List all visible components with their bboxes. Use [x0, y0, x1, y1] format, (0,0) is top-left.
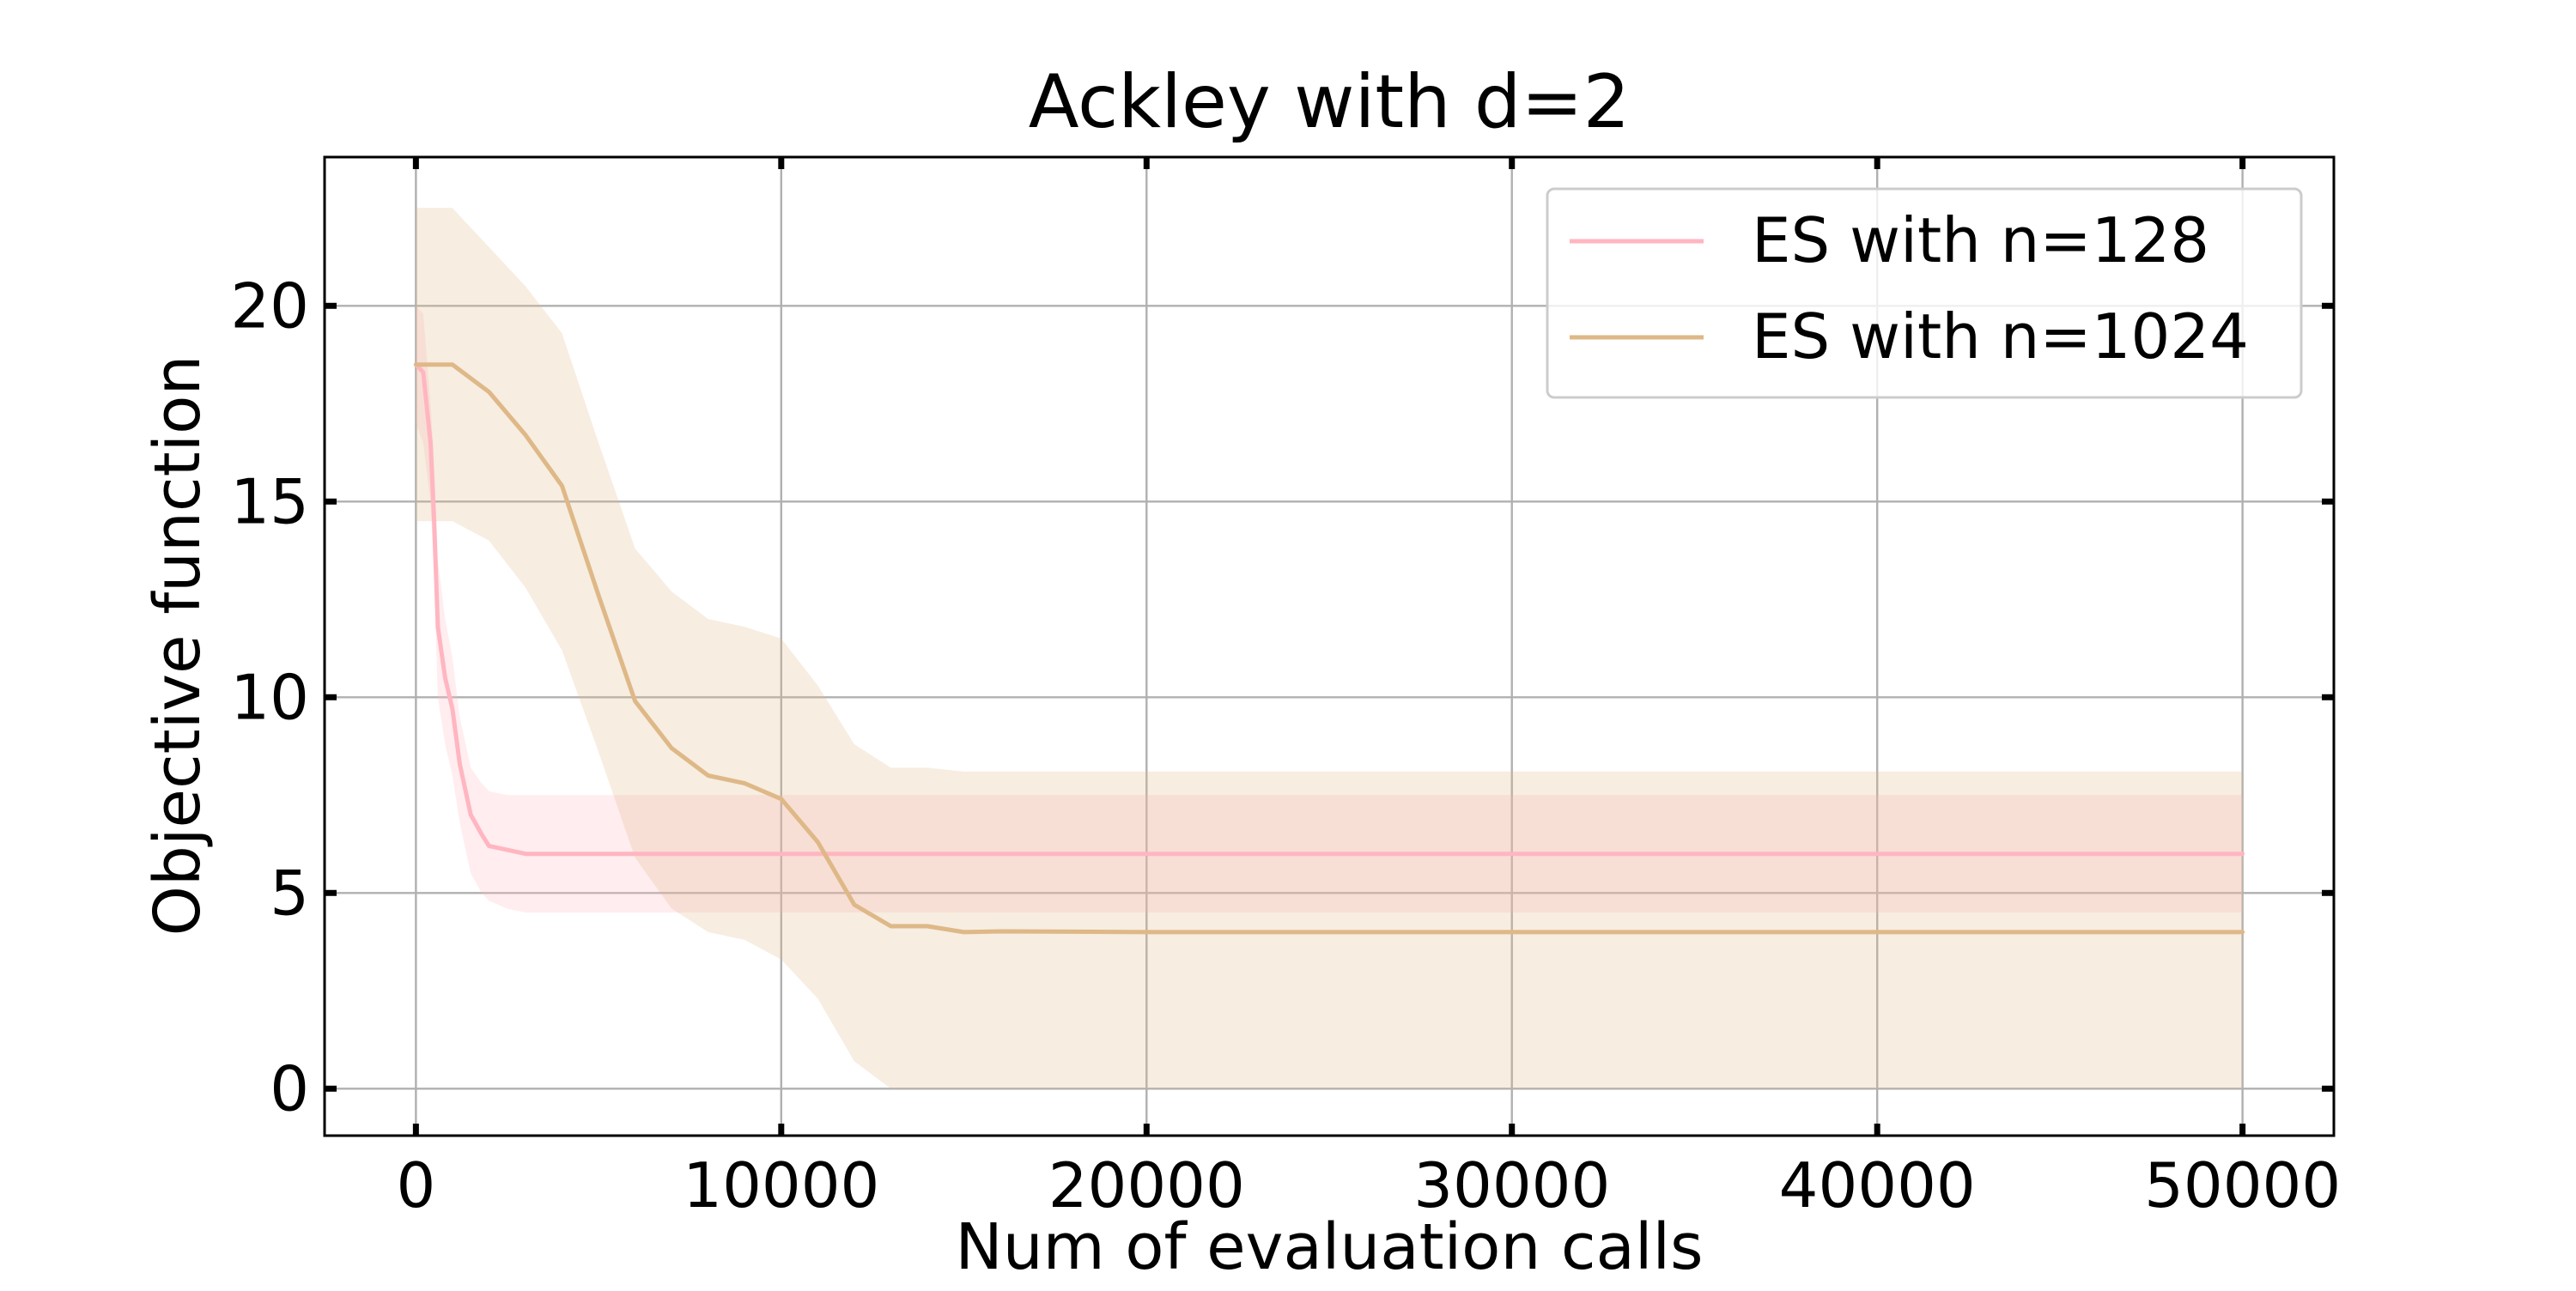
series-0-line: [413, 362, 2245, 857]
legend-label-series-0: ES with n=128: [1752, 204, 2209, 276]
chart-title: Ackley with d=2: [1029, 59, 1631, 145]
series-1-line: [413, 362, 2245, 935]
x-tick-label: 50000: [2144, 1149, 2341, 1221]
series-1-band: [416, 208, 2243, 1089]
y-axis-label: Objective function: [141, 355, 215, 936]
y-tick-label: 0: [270, 1052, 309, 1124]
legend-label-series-1: ES with n=1024: [1752, 300, 2249, 373]
line-layer: [413, 362, 2245, 935]
y-tick-label: 15: [230, 465, 309, 537]
y-tick-label: 20: [230, 270, 309, 342]
x-tick-label: 40000: [1779, 1149, 1976, 1221]
x-axis-label: Num of evaluation calls: [955, 1210, 1703, 1284]
x-tick-label: 0: [396, 1149, 435, 1221]
tick-layer: 0 10000 20000 30000 40000 50000 0 5 10 15 20: [230, 157, 2341, 1221]
y-tick-label: 5: [270, 857, 309, 929]
x-tick-label: 20000: [1048, 1149, 1245, 1221]
x-tick-label: 30000: [1413, 1149, 1610, 1221]
x-tick-label: 10000: [683, 1149, 879, 1221]
legend: ES with n=128 ES with n=1024: [1546, 187, 2303, 399]
plot-frame: [323, 155, 2336, 1137]
y-tick-label: 10: [230, 661, 309, 733]
legend-box: [1546, 187, 2303, 399]
